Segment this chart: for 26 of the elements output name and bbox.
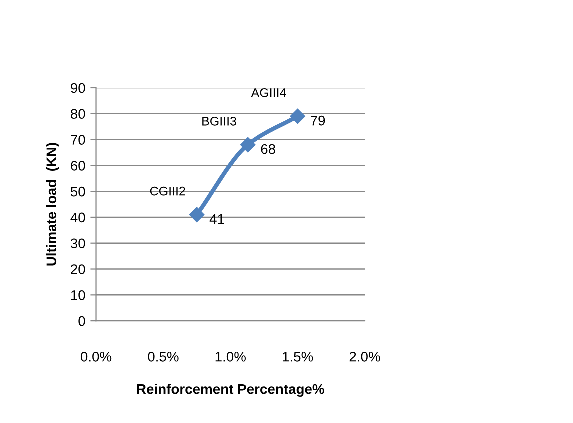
point [189,207,205,222]
x-tick-label: 1.5% [283,352,314,362]
y-tick-label: 20 [71,264,86,274]
x-axis-title: Reinforcement Percentage% [137,384,324,398]
y-tick-label: 40 [70,212,86,223]
y-tick-label: 10 [71,290,86,300]
y-tick-label: 80 [71,109,86,120]
data-label: 41 [210,214,224,224]
x-tick-label: 1.0% [216,352,246,362]
annotation: CGIII2 [150,186,186,196]
annotation: AGIII4 [251,88,286,98]
annotation: BGIII3 [202,116,236,126]
x-tick-label: 0.5% [148,352,179,362]
y-tick-label: 70 [71,135,86,145]
x-tick-label: 2.0% [350,352,380,362]
y-tick-label: 30 [70,238,86,249]
y-axis-title: Ultimate load (KN) [46,143,60,266]
y-tick-label: 60 [71,161,86,171]
x-tick-label: 0.0% [80,352,112,362]
y-tick-label: 50 [70,186,86,197]
data-label: 79 [311,116,326,126]
point [290,108,306,124]
y-tick-label: 90 [71,83,86,94]
y-tick-label: 0 [78,316,86,326]
data-label: 68 [261,144,276,154]
point [240,137,256,153]
